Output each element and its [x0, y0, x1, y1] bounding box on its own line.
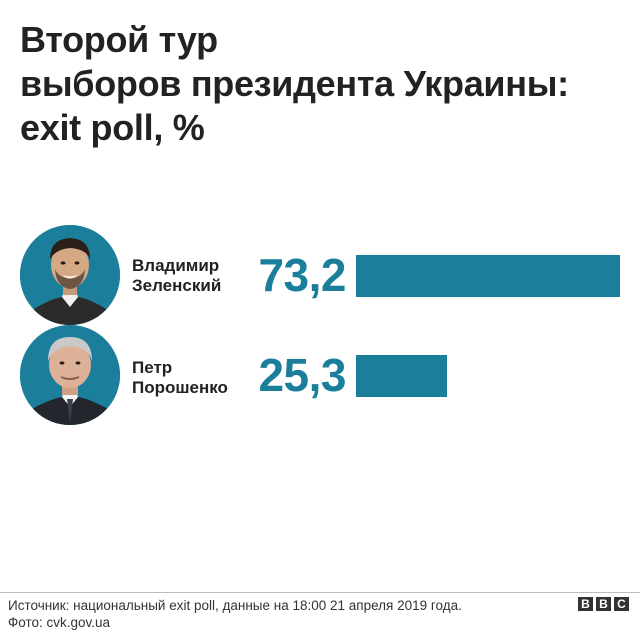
bbc-logo-letter: B — [578, 597, 593, 611]
bbc-logo-letter: B — [596, 597, 611, 611]
footer: Источник: национальный exit poll, данные… — [8, 597, 548, 631]
portrait-photo-icon — [20, 325, 120, 425]
bar-zelensky — [356, 255, 620, 297]
candidate-name: Петр Порошенко — [132, 358, 252, 398]
candidate-last-name: Зеленский — [132, 276, 222, 295]
bar-poroshenko — [356, 355, 447, 397]
candidate-name: Владимир Зеленский — [132, 256, 252, 296]
title-line-3: exit poll, % — [20, 107, 205, 148]
candidate-row-zelensky: Владимир Зеленский 73,2 — [0, 225, 640, 325]
portrait-photo-icon — [20, 225, 120, 325]
candidate-first-name: Владимир — [132, 256, 220, 275]
poroshenko-photo — [20, 325, 120, 425]
bar-value-label: 73,2 — [258, 249, 346, 301]
zelensky-photo — [20, 225, 120, 325]
footer-divider — [0, 592, 640, 593]
bar-value-label: 25,3 — [258, 349, 346, 401]
title-line-2: выборов президента Украины: — [20, 63, 569, 104]
candidate-row-poroshenko: Петр Порошенко 25,3 — [0, 325, 640, 425]
candidate-first-name: Петр — [132, 358, 173, 377]
photo-credit: Фото: cvk.gov.ua — [8, 615, 111, 630]
chart-title: Второй тур выборов президента Украины: e… — [20, 18, 620, 150]
title-line-1: Второй тур — [20, 19, 218, 60]
bbc-logo-letter: C — [614, 597, 629, 611]
source-note: Источник: национальный exit poll, данные… — [8, 598, 462, 613]
candidate-last-name: Порошенко — [132, 378, 228, 397]
bbc-logo: B B C — [578, 597, 629, 611]
